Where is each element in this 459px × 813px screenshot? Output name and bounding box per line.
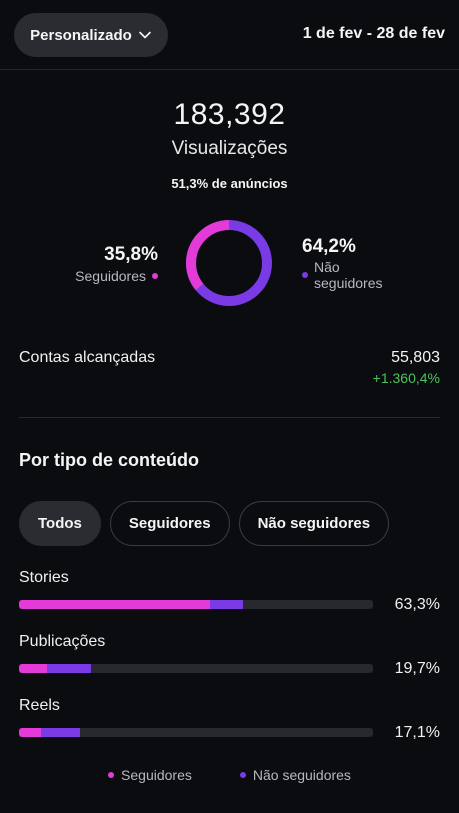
reels-followers-segment <box>19 728 41 737</box>
period-selector-button[interactable]: Personalizado <box>14 13 168 57</box>
posts-label: Publicações <box>19 633 106 650</box>
posts-bar <box>19 664 373 673</box>
section-title: Por tipo de conteúdo <box>19 450 199 470</box>
accounts-reached-label: Contas alcançadas <box>19 349 156 366</box>
views-total: 183,392 <box>173 98 286 131</box>
donut-followers-arc <box>186 220 272 306</box>
followers-legend-label: Seguidores <box>75 268 146 284</box>
chevron-down-icon <box>139 31 151 39</box>
non-followers-legend-label: Não seguidores <box>314 259 383 291</box>
legend-followers-dot-icon <box>108 772 115 778</box>
legend-non-followers-dot-icon <box>239 772 246 778</box>
non-followers-dot-icon <box>302 272 308 278</box>
bars-legend: Seguidores Não seguidores <box>0 767 459 783</box>
non-followers-legend: Não seguidores <box>302 259 404 291</box>
followers-legend: Seguidores <box>75 268 158 284</box>
non-followers-percentage: 64,2% <box>302 236 356 257</box>
accounts-reached-change: +1.360,4% <box>372 370 440 386</box>
stories-percentage: 63,3% <box>394 596 440 613</box>
reels-label: Reels <box>19 697 60 714</box>
posts-followers-segment <box>19 664 48 673</box>
accounts-reached-value: 55,803 <box>391 349 440 366</box>
legend-followers: Seguidores <box>108 767 192 783</box>
date-range: 1 de fev - 28 de fev <box>302 25 445 42</box>
reels-bar <box>19 728 373 737</box>
ads-share: 51,3% de anúncios <box>171 176 288 191</box>
reels-non-followers-segment <box>40 728 80 737</box>
top-bar: Personalizado 1 de fev - 28 de fev <box>0 0 459 70</box>
stories-followers-segment <box>19 600 211 609</box>
stories-bar <box>19 600 373 609</box>
stories-non-followers-segment <box>210 600 244 609</box>
followers-dot-icon <box>152 273 158 279</box>
posts-percentage: 19,7% <box>394 660 440 677</box>
reels-percentage: 17,1% <box>394 724 440 741</box>
filter-non-followers-chip[interactable]: Não seguidores <box>238 501 390 546</box>
legend-followers-label: Seguidores <box>121 767 192 783</box>
followers-donut-chart <box>186 220 272 306</box>
content-filter-group: Todos Seguidores Não seguidores <box>19 501 390 546</box>
followers-percentage: 35,8% <box>104 244 158 265</box>
divider <box>19 417 440 418</box>
legend-non-followers: Não seguidores <box>239 767 351 783</box>
filter-all-chip[interactable]: Todos <box>19 501 101 546</box>
filter-followers-chip[interactable]: Seguidores <box>109 501 230 546</box>
views-label: Visualizações <box>171 138 288 159</box>
period-selector-label: Personalizado <box>30 26 132 44</box>
legend-non-followers-label: Não seguidores <box>252 767 351 783</box>
stories-label: Stories <box>19 569 69 586</box>
posts-non-followers-segment <box>47 664 91 673</box>
